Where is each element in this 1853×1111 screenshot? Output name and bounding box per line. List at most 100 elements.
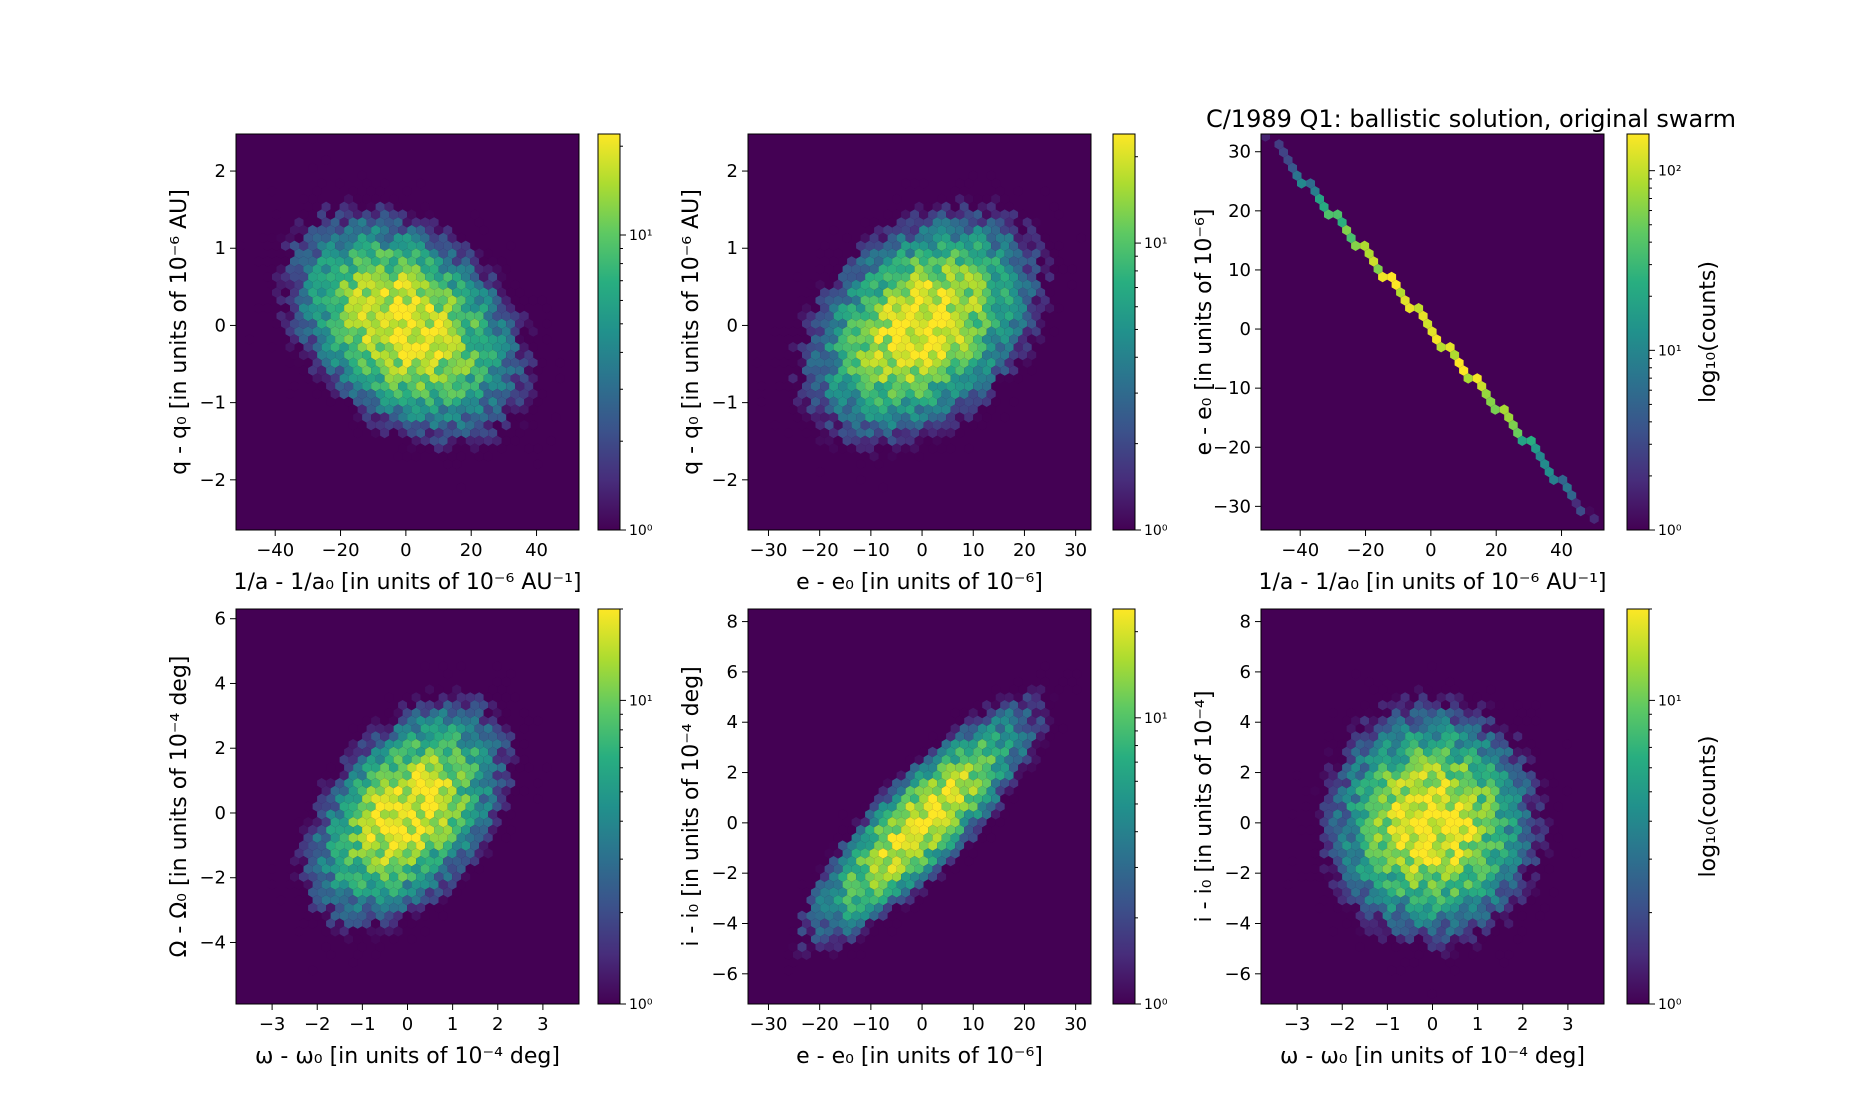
hex-cell — [883, 918, 893, 929]
hex-cell — [937, 443, 947, 454]
hex-cell — [506, 349, 516, 361]
hex-cell — [519, 342, 529, 353]
hex-cell — [447, 848, 457, 859]
hex-cell — [923, 879, 933, 890]
hex-cell — [1000, 318, 1010, 329]
hex-cell — [950, 279, 960, 290]
hex-cell — [393, 295, 403, 306]
hex-cell — [968, 232, 978, 244]
hex-cell — [465, 785, 475, 797]
hex-cell — [371, 809, 381, 820]
hex-cell — [348, 895, 358, 906]
hex-cell — [1540, 840, 1550, 851]
hex-cell — [366, 373, 376, 384]
hex-cell — [303, 264, 313, 275]
hex-cell — [919, 396, 929, 407]
hex-cell — [959, 201, 969, 212]
hex-cell — [874, 365, 884, 376]
hex-cell — [1387, 762, 1397, 773]
hex-cell — [838, 396, 848, 407]
hex-cell — [1013, 295, 1023, 306]
hex-cell — [1040, 248, 1050, 259]
hex-cell — [1355, 770, 1365, 781]
hex-cell — [1517, 801, 1527, 812]
hex-cell — [1018, 209, 1028, 220]
hex-cell — [443, 731, 453, 742]
hex-cell — [321, 248, 331, 259]
hex-cell — [465, 832, 475, 843]
hex-cell — [1373, 739, 1383, 750]
hex-cell — [371, 746, 381, 758]
hex-cell — [991, 793, 1001, 804]
hex-cell — [820, 427, 830, 439]
x-tick-label: −2 — [1329, 1014, 1356, 1035]
hex-cell — [1436, 754, 1446, 765]
colorbar-tick-label: 10¹ — [629, 228, 652, 244]
hex-cell — [1000, 700, 1010, 711]
hex-cell — [820, 902, 830, 914]
hex-cell — [1013, 676, 1023, 687]
hex-cell — [438, 817, 448, 828]
hex-cell — [326, 256, 336, 267]
hex-cell — [923, 420, 933, 431]
hex-cell — [299, 225, 309, 236]
hex-cell — [1391, 785, 1401, 797]
hex-cell — [330, 388, 340, 400]
hex-cell — [842, 373, 852, 384]
hex-cell — [308, 809, 318, 820]
hex-cell — [887, 310, 897, 322]
hex-cell — [488, 762, 498, 773]
hex-cell — [1328, 801, 1338, 812]
hex-cell — [407, 918, 417, 929]
hex-cell — [802, 349, 811, 361]
x-tick-label: 0 — [402, 1014, 413, 1035]
hex-cell — [1463, 785, 1473, 797]
hex-cell — [474, 707, 484, 719]
hex-cell — [1346, 723, 1356, 734]
hex-cell — [420, 723, 430, 734]
hex-cell — [946, 856, 956, 867]
hex-cell — [1310, 785, 1320, 797]
hex-cell — [438, 373, 448, 384]
hex-cell — [1373, 926, 1383, 937]
hex-cell — [488, 334, 498, 345]
hex-cell — [434, 715, 444, 726]
y-tick-label: 2 — [727, 763, 738, 784]
hex-cell — [923, 817, 933, 828]
hex-cell — [1427, 879, 1437, 890]
hex-cell — [308, 349, 318, 361]
hex-cell — [851, 373, 861, 384]
hex-cell — [1526, 832, 1536, 843]
hex-cell — [820, 918, 830, 929]
hex-cell — [470, 443, 480, 454]
hex-cell — [797, 388, 807, 400]
hex-cell — [479, 381, 489, 392]
hex-cell — [461, 762, 471, 773]
hex-cell — [411, 248, 421, 259]
hex-cell — [447, 879, 457, 890]
x-tick-label: 30 — [1064, 1014, 1087, 1035]
hex-cell — [461, 303, 471, 314]
hex-cell — [1486, 715, 1496, 726]
hex-cell — [308, 225, 318, 236]
hex-cell — [937, 318, 947, 329]
hex-cell — [1481, 863, 1491, 875]
hex-cell — [1378, 824, 1388, 836]
hex-cell — [501, 420, 511, 431]
hex-cell — [883, 256, 893, 267]
hex-cell — [447, 863, 457, 875]
hex-cell — [973, 287, 983, 298]
hex-cell — [815, 295, 825, 306]
axes-frame — [747, 133, 1092, 531]
hex-cell — [833, 342, 843, 353]
hex-cell — [815, 310, 825, 322]
hex-cell — [447, 435, 457, 446]
hex-cell — [824, 863, 834, 875]
hex-cell — [479, 225, 489, 236]
hex-cell — [1432, 778, 1442, 789]
hex-cell — [1387, 731, 1397, 742]
hex-cell — [1036, 668, 1046, 680]
hex-cell — [869, 217, 879, 228]
hex-cell — [887, 404, 897, 415]
hex-cell — [447, 404, 457, 415]
